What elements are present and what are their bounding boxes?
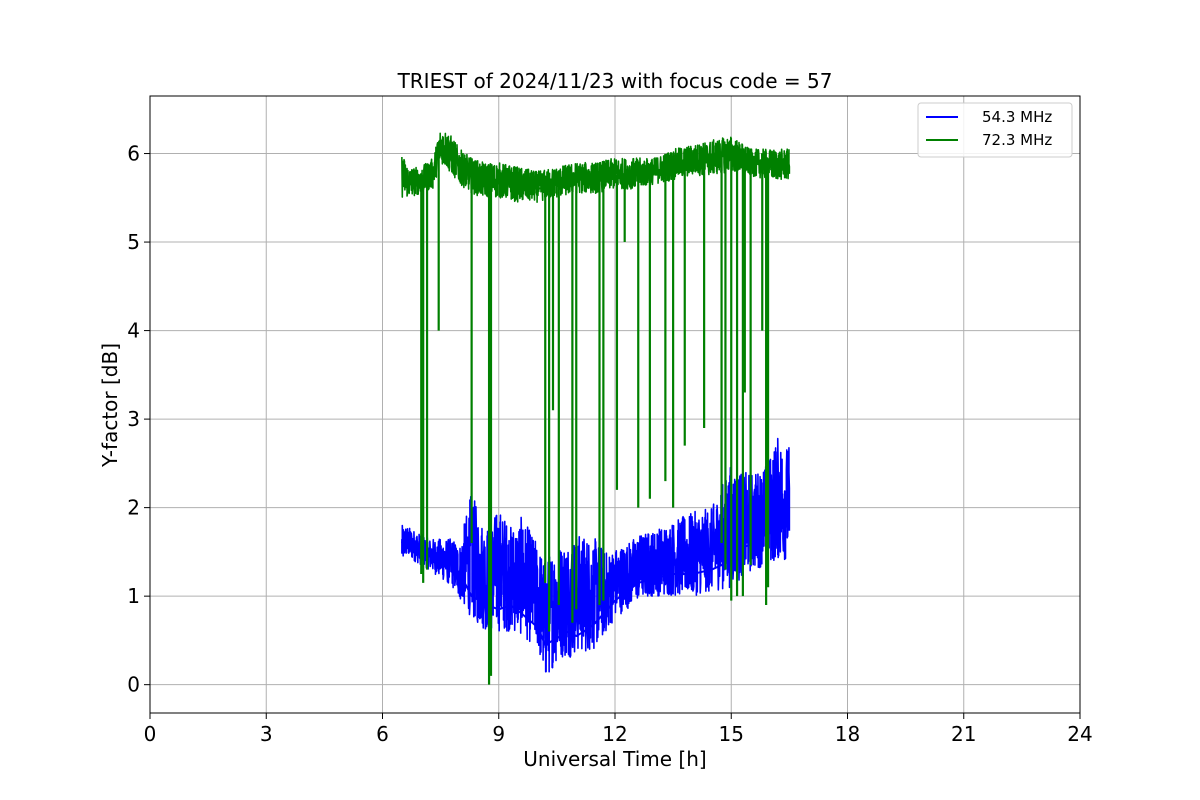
x-tick-label: 15 [719,722,744,746]
y-axis-label: Y-factor [dB] [98,343,122,468]
y-tick-label: 0 [127,673,140,697]
legend-label-72mhz: 72.3 MHz [982,131,1052,149]
x-tick-label: 18 [835,722,860,746]
chart-title: TRIEST of 2024/11/23 with focus code = 5… [397,69,833,93]
x-tick-label: 24 [1067,722,1092,746]
x-tick-label: 9 [492,722,505,746]
y-tick-label: 3 [127,407,140,431]
legend: 54.3 MHz 72.3 MHz [917,102,1073,158]
y-tick-label: 1 [127,584,140,608]
y-tick-label: 5 [127,230,140,254]
x-tick-label: 12 [602,722,627,746]
x-tick-label: 6 [376,722,389,746]
y-tick-label: 2 [127,496,140,520]
x-tick-label: 3 [260,722,273,746]
series-trend-0 [400,524,790,647]
series-trend-1 [401,143,790,190]
y-tick-label: 6 [127,142,140,166]
series-layer [400,132,791,685]
x-tick-label: 21 [951,722,976,746]
x-tick-label: 0 [144,722,157,746]
x-axis-label: Universal Time [h] [523,747,706,771]
y-tick-label: 4 [127,319,140,343]
legend-label-54mhz: 54.3 MHz [982,108,1052,126]
series-1 [401,132,791,685]
